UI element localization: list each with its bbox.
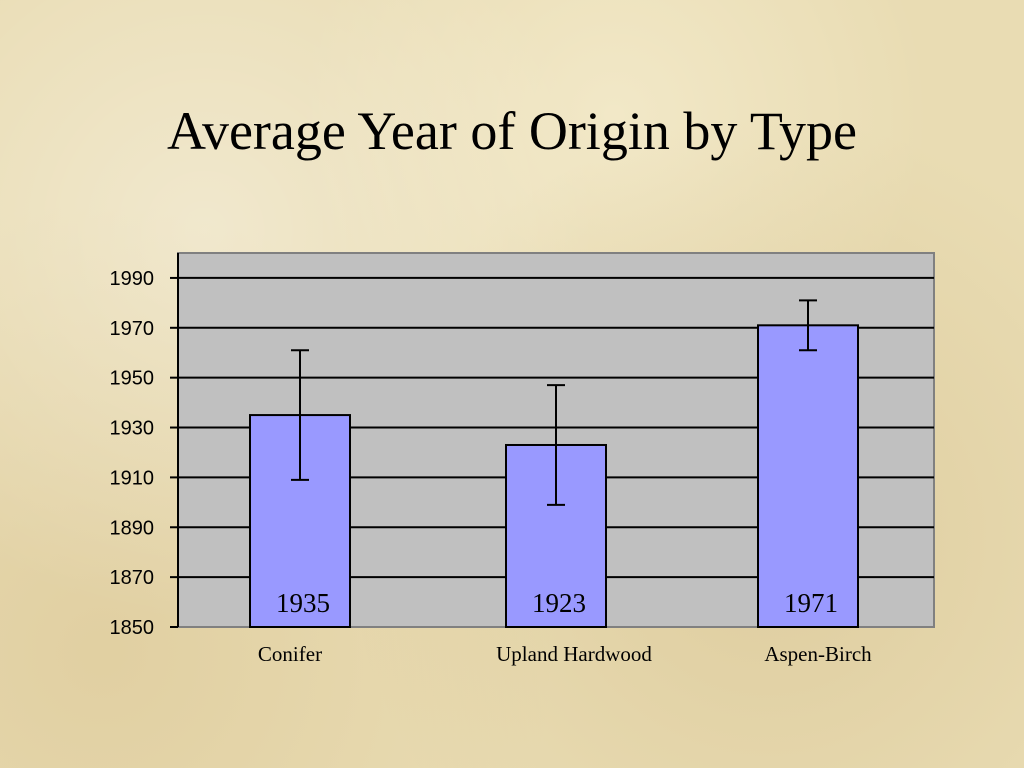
x-axis-categories: Conifer Upland Hardwood Aspen-Birch [258, 642, 872, 666]
y-tick-label: 1850 [110, 617, 155, 639]
slide-title: Average Year of Origin by Type [166, 101, 858, 161]
error-bars [291, 299, 817, 506]
data-label: 1923 [532, 588, 586, 618]
data-label: 1971 [784, 588, 838, 618]
y-tick-label: 1890 [110, 517, 155, 539]
y-axis-ticks: 1850 1870 1890 1910 1930 1950 1970 1990 [110, 268, 178, 639]
y-tick-label: 1970 [110, 318, 155, 340]
y-tick-label: 1950 [110, 368, 155, 390]
data-labels: 1935 1923 1971 [276, 588, 838, 618]
bar [757, 324, 859, 628]
x-category-label: Conifer [258, 642, 322, 666]
x-category-label: Aspen-Birch [764, 642, 872, 666]
y-tick-label: 1910 [110, 467, 155, 489]
y-tick-label: 1990 [110, 268, 155, 290]
y-tick-label: 1870 [110, 567, 155, 589]
y-tick-label: 1930 [110, 418, 155, 440]
data-label: 1935 [276, 588, 330, 618]
x-category-label: Upland Hardwood [496, 642, 652, 666]
